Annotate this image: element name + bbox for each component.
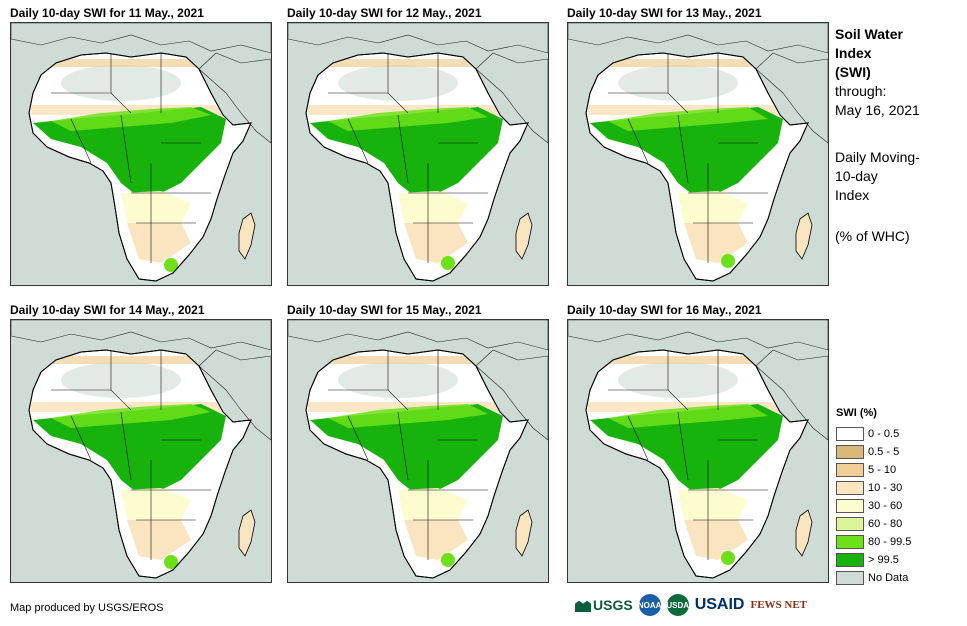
- legend-item: 60 - 80: [836, 515, 911, 533]
- legend-label: No Data: [868, 572, 909, 584]
- info-method-3: Index: [835, 187, 870, 203]
- africa-map: [287, 319, 549, 583]
- panel-title: Daily 10-day SWI for 11 May., 2021: [10, 6, 204, 20]
- africa-map: [567, 319, 829, 583]
- legend-item: 5 - 10: [836, 461, 911, 479]
- fews-net-logo: FEWS NET: [750, 599, 808, 611]
- legend-label: 0 - 0.5: [868, 428, 900, 440]
- legend-swatch: [836, 463, 864, 477]
- info-units: (% of WHC): [835, 228, 910, 244]
- info-date: May 16, 2021: [835, 102, 920, 118]
- panel-title: Daily 10-day SWI for 14 May., 2021: [10, 303, 205, 317]
- legend-swatch: [836, 553, 864, 567]
- map-canvas: [11, 23, 271, 282]
- panel-title: Daily 10-day SWI for 12 May., 2021: [287, 6, 482, 20]
- legend-swatch: [836, 445, 864, 459]
- legend-swatch: [836, 535, 864, 549]
- usda-logo: USDA: [666, 594, 689, 616]
- noaa-logo: NOAA: [638, 594, 661, 616]
- legend-swatch: [836, 481, 864, 495]
- map-canvas: [288, 23, 548, 282]
- info-through: through:: [835, 83, 887, 99]
- map-canvas: [568, 320, 828, 579]
- info-title-3: (SWI): [835, 64, 871, 80]
- legend-item: 0.5 - 5: [836, 443, 911, 461]
- map-description: Soil Water Index (SWI) through: May 16, …: [835, 25, 920, 246]
- legend-item: > 99.5: [836, 551, 911, 569]
- usaid-logo: USAID: [694, 596, 745, 613]
- africa-map: [10, 22, 272, 286]
- map-canvas: [288, 320, 548, 579]
- info-title-1: Soil Water: [835, 26, 903, 42]
- info-method-1: Daily Moving-: [835, 149, 920, 165]
- legend-label: 10 - 30: [868, 482, 903, 494]
- panel-title: Daily 10-day SWI for 15 May., 2021: [287, 303, 482, 317]
- credit-text: Map produced by USGS/EROS: [10, 602, 164, 614]
- legend-item: 80 - 99.5: [836, 533, 911, 551]
- africa-map: [567, 22, 829, 286]
- legend-label: 5 - 10: [868, 464, 897, 476]
- legend-label: > 99.5: [868, 554, 899, 566]
- legend-label: 30 - 60: [868, 500, 903, 512]
- africa-map: [10, 319, 272, 583]
- legend-item: 10 - 30: [836, 479, 911, 497]
- panel-title: Daily 10-day SWI for 16 May., 2021: [567, 303, 762, 317]
- legend-label: 60 - 80: [868, 518, 903, 530]
- legend-label: 80 - 99.5: [868, 536, 912, 548]
- map-canvas: [11, 320, 271, 579]
- legend-swatch: [836, 517, 864, 531]
- legend-swatch: [836, 571, 864, 585]
- panel-title: Daily 10-day SWI for 13 May., 2021: [567, 6, 762, 20]
- map-canvas: [568, 23, 828, 282]
- legend-swatch: [836, 499, 864, 513]
- legend: SWI (%) 0 - 0.5 0.5 - 5 5 - 10 10 - 30 30 - …: [836, 407, 911, 587]
- legend-title: SWI (%): [836, 407, 877, 419]
- legend-item: 0 - 0.5: [836, 425, 911, 443]
- usgs-logo: USGS: [575, 597, 633, 613]
- africa-map: [287, 22, 549, 286]
- legend-item: No Data: [836, 569, 911, 587]
- legend-label: 0.5 - 5: [868, 446, 900, 458]
- info-title-2: Index: [835, 45, 872, 61]
- agency-logos: USGS NOAA USDA USAID FEWS NET: [575, 594, 807, 616]
- legend-swatch: [836, 427, 864, 441]
- info-method-2: 10-day: [835, 168, 878, 184]
- legend-item: 30 - 60: [836, 497, 911, 515]
